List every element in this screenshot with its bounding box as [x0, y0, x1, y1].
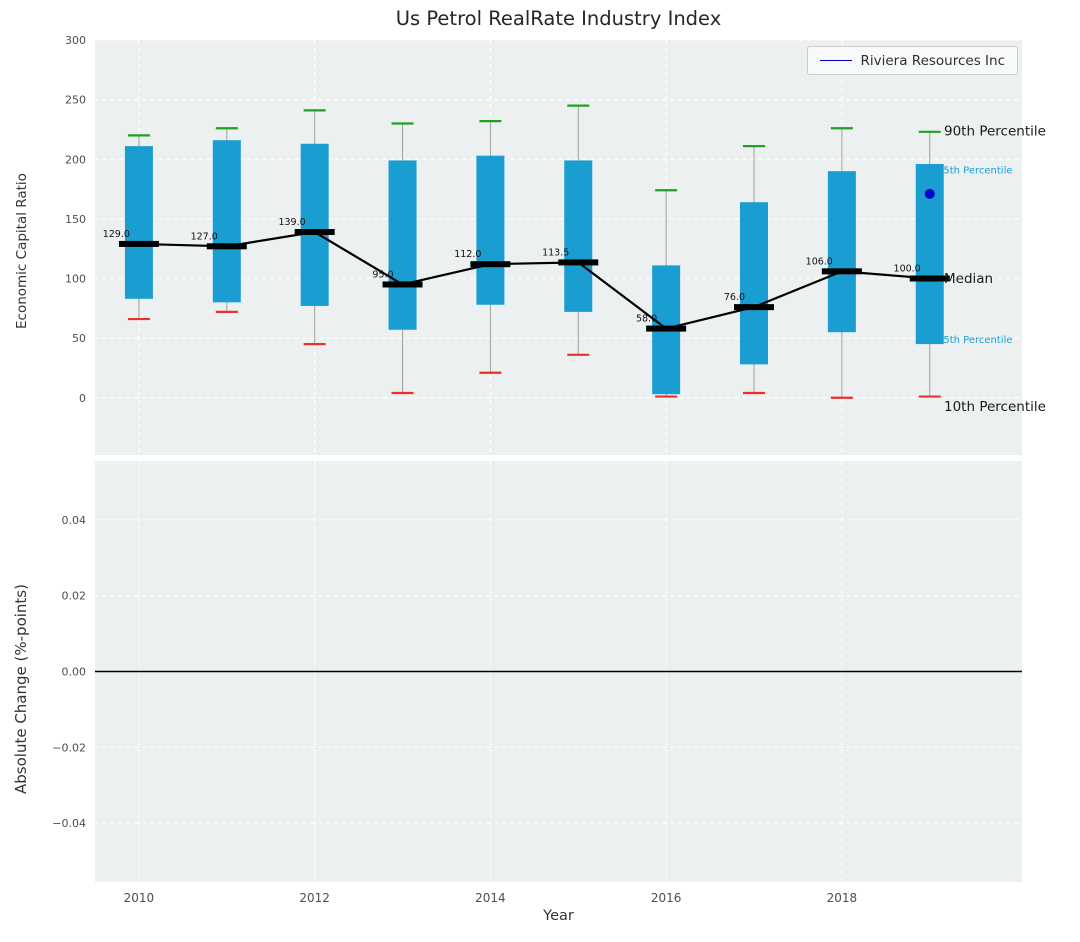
- iqr-bar: [564, 160, 593, 312]
- x-axis-label: Year: [543, 908, 574, 924]
- iqr-bar: [124, 146, 153, 299]
- top-y-tick-label: 250: [65, 94, 86, 107]
- median-annotation: 113.5: [542, 247, 569, 258]
- median-annotation: 112.0: [454, 249, 481, 260]
- bottom-y-tick-label: −0.04: [52, 817, 86, 830]
- top-y-tick-label: 300: [65, 34, 86, 47]
- top-plot-background: [95, 40, 1022, 455]
- median-marker: [646, 325, 687, 332]
- iqr-bar: [827, 171, 856, 333]
- top-y-tick-label: 200: [65, 153, 86, 166]
- percentile-label: 10th Percentile: [944, 399, 1046, 415]
- x-tick-label: 2018: [827, 891, 858, 905]
- bottom-y-tick-label: −0.02: [52, 741, 86, 754]
- legend-line-swatch: [819, 60, 852, 61]
- percentile-label: 75th Percentile: [937, 165, 1013, 176]
- median-marker: [382, 281, 423, 288]
- median-annotation: 106.0: [806, 256, 833, 267]
- company-point: [924, 188, 935, 199]
- legend-label: Riviera Resources Inc: [860, 52, 1006, 69]
- median-annotation: 76.0: [724, 292, 745, 303]
- bottom-y-tick-label: 0.04: [62, 514, 87, 527]
- chart-title: Us Petrol RealRate Industry Index: [395, 7, 722, 30]
- top-y-tick-label: 100: [65, 273, 86, 286]
- median-annotation: 129.0: [103, 229, 130, 240]
- x-tick-label: 2014: [475, 891, 506, 905]
- iqr-bar: [740, 202, 769, 365]
- median-marker: [294, 228, 335, 235]
- iqr-bar: [300, 143, 329, 306]
- bottom-y-tick-label: 0.00: [62, 666, 87, 679]
- x-tick-label: 2012: [299, 891, 330, 905]
- iqr-bar: [476, 155, 505, 305]
- top-y-tick-label: 0: [79, 392, 86, 405]
- top-y-tick-label: 150: [65, 213, 86, 226]
- median-annotation: 58.0: [636, 314, 657, 325]
- median-marker: [909, 275, 950, 282]
- iqr-bar: [388, 160, 417, 330]
- x-tick-label: 2010: [124, 891, 155, 905]
- top-y-tick-label: 50: [72, 332, 86, 345]
- median-marker: [734, 304, 775, 311]
- median-line: [138, 230, 930, 330]
- x-tick-label: 2016: [651, 891, 682, 905]
- median-marker: [118, 240, 159, 247]
- median-annotation: 95.0: [372, 269, 393, 280]
- median-marker: [206, 243, 247, 250]
- percentile-label: Median: [944, 271, 993, 287]
- percentile-label: 90th Percentile: [944, 123, 1046, 139]
- median-marker: [470, 261, 511, 268]
- bottom-y-axis-label: Absolute Change (%-points): [12, 584, 30, 794]
- iqr-bar: [212, 140, 241, 303]
- top-y-axis-label: Economic Capital Ratio: [14, 173, 30, 329]
- median-annotation: 139.0: [278, 217, 305, 228]
- median-marker: [821, 268, 862, 275]
- bottom-y-tick-label: 0.02: [62, 590, 87, 603]
- percentile-label: 25th Percentile: [937, 335, 1013, 346]
- median-annotation: 127.0: [191, 231, 218, 242]
- median-annotation: 100.0: [894, 264, 921, 275]
- legend: Riviera Resources Inc: [806, 46, 1018, 75]
- median-marker: [558, 259, 599, 266]
